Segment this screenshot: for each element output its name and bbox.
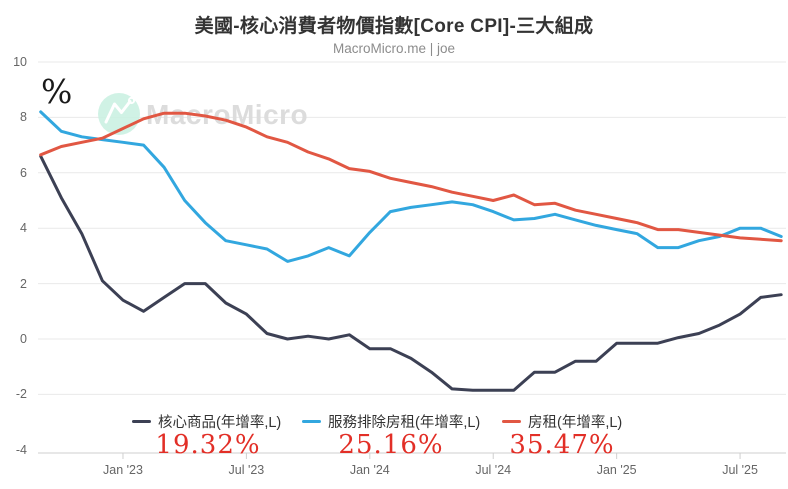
x-tick-label: Jan '23 <box>103 463 143 477</box>
y-tick-label: 4 <box>20 221 27 236</box>
chart-subtitle: MacroMicro.me | joe <box>332 41 456 56</box>
weight-value-services-ex-rent: 25.16% <box>338 430 444 460</box>
legend-label-rent: 房租(年增率,L) <box>528 414 623 431</box>
legend-item-rent: 房租(年增率,L) <box>502 411 622 431</box>
legend-label-core-goods: 核心商品(年增率,L) <box>158 414 282 431</box>
x-tick-label: Jul '24 <box>475 463 512 477</box>
x-tick-label: Jan '24 <box>349 463 390 477</box>
y-tick-label: 6 <box>20 165 27 180</box>
logo-zigzag-icon <box>104 100 132 124</box>
x-tick-label: Jul '23 <box>228 463 265 477</box>
y-tick-label: 2 <box>20 276 27 291</box>
legend-dash-rent-icon <box>502 419 521 423</box>
y-tick-label: 10 <box>13 55 27 69</box>
y-tick-label: 0 <box>20 332 27 346</box>
y-axis-unit: % <box>41 72 73 111</box>
legend-item-core-goods: 核心商品(年增率,L) <box>132 411 281 431</box>
series-line-2 <box>39 111 783 243</box>
chart-title: 美國-核心消費者物價指數[Core CPI]-三大組成 <box>194 16 594 37</box>
x-tick-label: Jul '25 <box>722 463 758 477</box>
y-tick-label: -2 <box>15 387 27 402</box>
x-tick-label: Jan '25 <box>596 463 637 477</box>
weight-value-rent: 35.47% <box>509 430 615 460</box>
series-line-0 <box>39 154 783 392</box>
legend-label-services-ex-rent: 服務排除房租(年增率,L) <box>328 414 481 431</box>
weight-value-core-goods: 19.32% <box>155 430 261 460</box>
legend-dash-core-goods-icon <box>132 419 151 423</box>
series-line-1 <box>39 110 783 263</box>
legend-item-services-ex-rent: 服務排除房租(年增率,L) <box>302 411 480 431</box>
legend-dash-services-ex-rent-icon <box>302 419 321 423</box>
y-tick-label: 8 <box>20 110 27 125</box>
y-tick-label: -4 <box>15 442 27 457</box>
logo-dot-icon <box>127 96 136 105</box>
